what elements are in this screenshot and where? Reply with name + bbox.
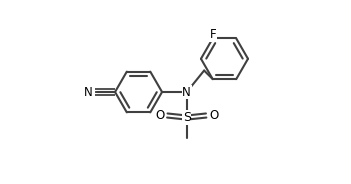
Text: N: N [84, 86, 92, 98]
Text: O: O [209, 109, 218, 122]
Text: F: F [210, 28, 216, 41]
Text: O: O [155, 109, 164, 122]
Text: S: S [183, 111, 191, 124]
Text: N: N [183, 86, 191, 98]
